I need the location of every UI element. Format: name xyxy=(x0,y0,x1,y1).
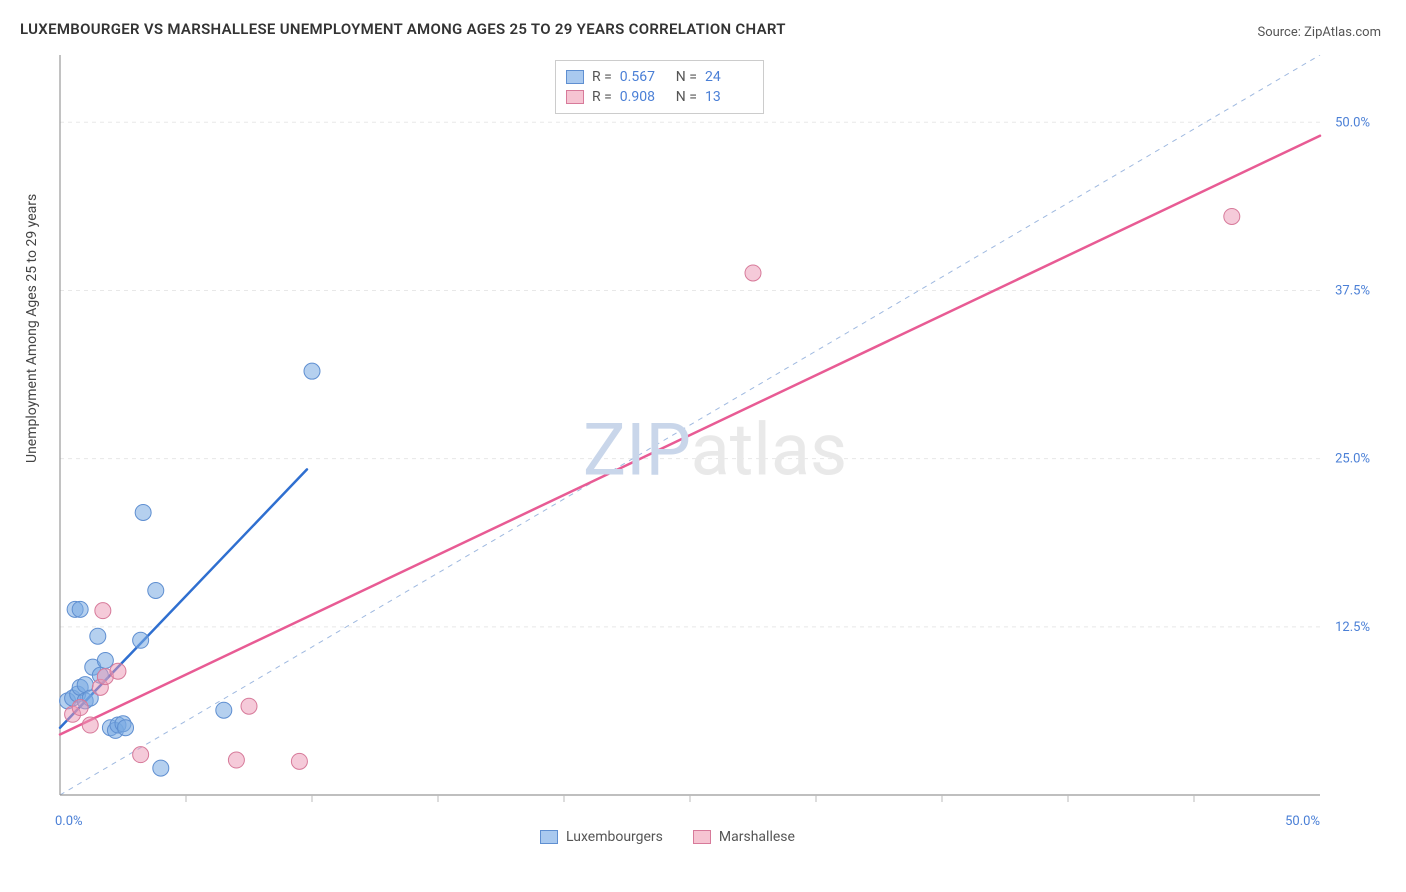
stat-n-label: N = xyxy=(676,89,697,105)
legend-swatch xyxy=(540,830,558,844)
legend-swatch xyxy=(693,830,711,844)
stat-legend: R = 0.567 N = 24 R = 0.908 N = 13 xyxy=(555,60,764,114)
svg-text:0.0%: 0.0% xyxy=(55,814,83,829)
stat-r-label: R = xyxy=(592,89,612,105)
bottom-legend-item: Marshallese xyxy=(693,829,795,845)
bottom-legend-item: Luxembourgers xyxy=(540,829,663,845)
svg-text:50.0%: 50.0% xyxy=(1285,814,1320,829)
stat-n-value: 13 xyxy=(705,89,753,105)
chart-title: LUXEMBOURGER VS MARSHALLESE UNEMPLOYMENT… xyxy=(20,20,786,38)
stat-legend-row: R = 0.567 N = 24 xyxy=(566,67,753,87)
legend-swatch xyxy=(566,70,584,84)
bottom-legend: Luxembourgers Marshallese xyxy=(540,829,795,845)
stat-r-value: 0.908 xyxy=(620,89,668,105)
chart-area: Unemployment Among Ages 25 to 29 years 0… xyxy=(50,55,1380,845)
stat-legend-row: R = 0.908 N = 13 xyxy=(566,87,753,107)
source-label: Source: ZipAtlas.com xyxy=(1257,25,1381,40)
svg-text:50.0%: 50.0% xyxy=(1335,115,1370,130)
svg-text:37.5%: 37.5% xyxy=(1335,283,1370,298)
svg-text:25.0%: 25.0% xyxy=(1335,452,1370,467)
scatter-plot: 0.0% 50.0% 12.5% 25.0% 37.5% 50.0% xyxy=(50,55,1380,845)
stat-n-value: 24 xyxy=(705,69,753,85)
svg-text:12.5%: 12.5% xyxy=(1335,620,1370,635)
stat-n-label: N = xyxy=(676,69,697,85)
legend-swatch xyxy=(566,90,584,104)
y-axis-label: Unemployment Among Ages 25 to 29 years xyxy=(24,194,40,463)
stat-r-value: 0.567 xyxy=(620,69,668,85)
stat-r-label: R = xyxy=(592,69,612,85)
chart-container: LUXEMBOURGER VS MARSHALLESE UNEMPLOYMENT… xyxy=(0,0,1406,892)
bottom-legend-label: Marshallese xyxy=(719,829,795,845)
bottom-legend-label: Luxembourgers xyxy=(566,829,663,845)
